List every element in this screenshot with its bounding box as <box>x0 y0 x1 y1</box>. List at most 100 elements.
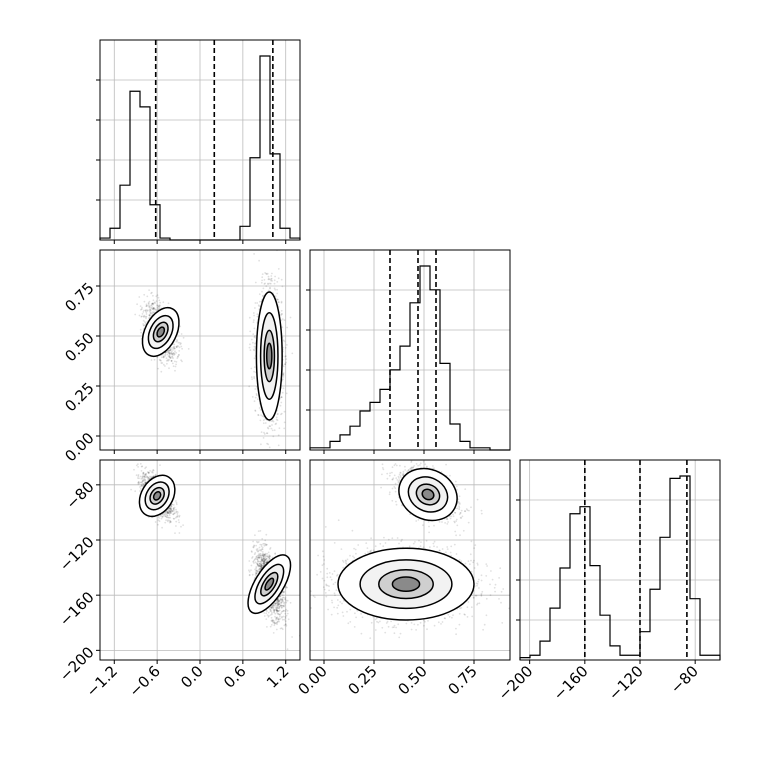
scatter-point <box>280 396 283 399</box>
scatter-point <box>273 282 276 285</box>
scatter-point <box>264 282 266 285</box>
scatter-point <box>171 355 173 358</box>
scatter-point <box>152 469 155 471</box>
scatter-point <box>158 305 161 308</box>
scatter-point <box>168 514 171 516</box>
scatter-point <box>134 490 137 493</box>
scatter-point <box>169 510 172 512</box>
scatter-point <box>262 422 265 425</box>
scatter-point <box>139 488 142 490</box>
scatter-point <box>169 349 172 351</box>
scatter-point <box>168 508 171 510</box>
scatter-point <box>174 516 177 519</box>
scatter-point <box>283 609 285 612</box>
scatter-point <box>167 355 170 357</box>
scatter-point <box>254 534 256 537</box>
scatter-point <box>157 515 160 518</box>
scatter-point <box>168 352 171 355</box>
scatter-point <box>281 616 283 619</box>
scatter-point <box>171 353 174 355</box>
scatter-point <box>143 314 146 317</box>
scatter-point <box>167 302 170 305</box>
scatter-point <box>261 415 264 418</box>
scatter-point <box>134 313 137 316</box>
scatter-point <box>140 470 143 472</box>
scatter-point <box>284 623 287 626</box>
scatter-point <box>281 285 284 288</box>
scatter-point <box>258 300 261 303</box>
scatter-point <box>166 520 169 523</box>
scatter-point <box>177 356 179 358</box>
scatter-point <box>265 432 268 435</box>
scatter-point <box>142 482 144 485</box>
scatter-point <box>262 294 265 297</box>
histogram-step-line <box>309 265 510 451</box>
scatter-point <box>280 313 283 315</box>
scatter-point <box>291 636 293 638</box>
scatter-point <box>162 363 165 366</box>
scatter-point <box>164 353 167 356</box>
scatter-point <box>133 468 135 471</box>
scatter-point <box>140 308 143 310</box>
scatter-point <box>282 387 285 390</box>
scatter-point <box>149 306 151 309</box>
scatter-point <box>143 309 145 312</box>
scatter-point <box>271 280 273 282</box>
scatter-point <box>253 357 256 360</box>
scatter-point <box>181 347 184 350</box>
scatter-point <box>266 557 268 560</box>
scatter-point <box>152 311 155 314</box>
scatter-point <box>145 303 148 306</box>
histogram-bin <box>120 185 130 240</box>
scatter-point <box>144 309 147 312</box>
scatter-point <box>156 304 159 307</box>
scatter-point <box>265 272 268 275</box>
scatter-point <box>152 469 155 472</box>
scatter-point <box>157 305 159 307</box>
scatter-point <box>169 507 172 510</box>
scatter-point <box>289 601 292 604</box>
scatter-point <box>159 304 162 307</box>
scatter-point <box>170 504 173 507</box>
histogram-bin <box>460 441 470 450</box>
scatter-point <box>272 435 275 438</box>
scatter-point <box>274 612 277 615</box>
scatter-point <box>273 621 276 624</box>
scatter-point <box>255 562 258 565</box>
scatter-point <box>145 466 148 469</box>
scatter-point <box>174 350 176 353</box>
scatter-point <box>168 349 171 352</box>
scatter-point <box>152 308 154 310</box>
scatter-point <box>254 307 256 309</box>
scatter-point <box>167 512 170 514</box>
scatter-point <box>180 333 183 335</box>
scatter-point <box>253 327 256 330</box>
scatter-point <box>265 533 268 536</box>
scatter-point <box>172 507 175 510</box>
scatter-point <box>282 373 285 376</box>
scatter-point <box>261 548 263 550</box>
scatter-point <box>137 480 140 483</box>
scatter-point <box>261 295 264 297</box>
scatter-point <box>267 427 270 430</box>
scatter-point <box>268 557 271 560</box>
scatter-point <box>144 479 147 481</box>
scatter-point <box>173 347 176 350</box>
scatter-point <box>130 455 132 457</box>
scatter-point <box>169 352 171 355</box>
scatter-point <box>272 604 275 606</box>
scatter-point <box>172 357 174 360</box>
scatter-point <box>257 555 260 557</box>
scatter-point <box>265 273 268 275</box>
scatter-point <box>142 472 145 475</box>
scatter-point <box>284 363 286 366</box>
scatter-point <box>271 424 273 426</box>
scatter-point <box>264 559 266 562</box>
scatter-point <box>144 310 147 312</box>
scatter-point <box>172 504 175 506</box>
scatter-point <box>253 349 256 352</box>
scatter-point <box>154 302 156 305</box>
scatter-point <box>166 516 168 519</box>
scatter-point <box>268 420 271 423</box>
scatter-point <box>263 283 266 285</box>
